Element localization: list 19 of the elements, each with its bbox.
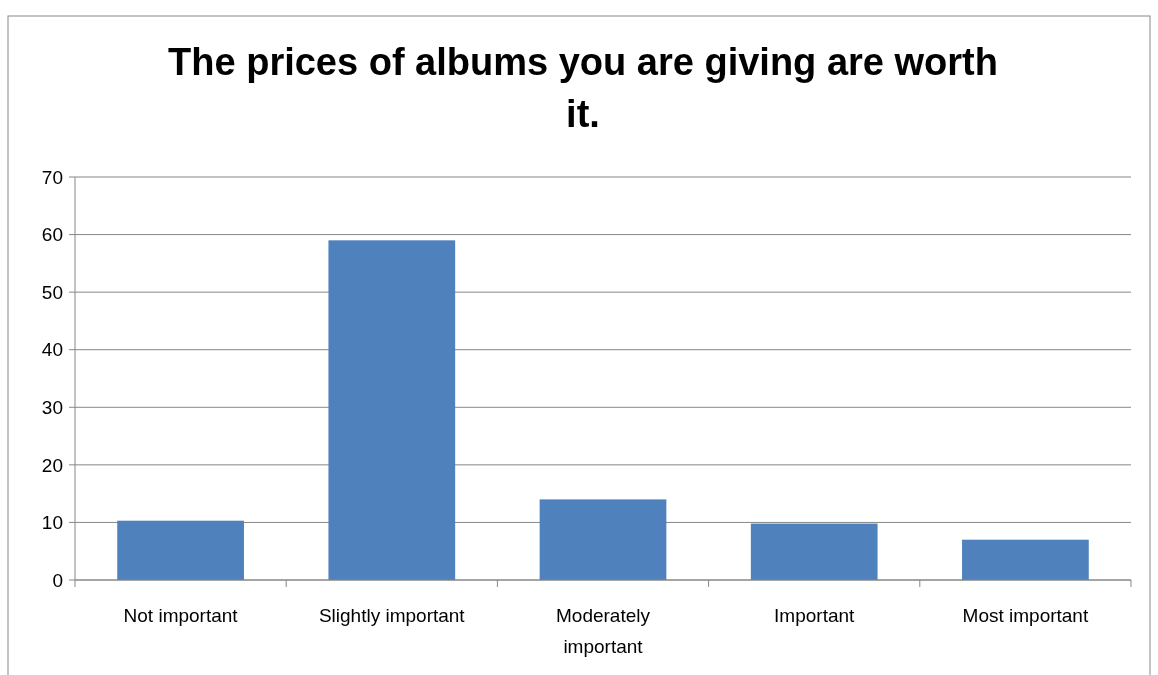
chart-title: The prices of albums you are giving are worth it.	[168, 41, 998, 135]
x-tick-label: Not important	[123, 605, 239, 626]
y-tick-label: 70	[41, 166, 63, 188]
bar	[962, 539, 1089, 580]
y-tick-label: 20	[41, 454, 63, 476]
y-tick-label: 10	[41, 512, 63, 534]
bar	[328, 240, 456, 580]
y-tick-label: 50	[41, 281, 63, 303]
y-tick-label: 60	[41, 224, 63, 246]
x-tick-label: Most important	[962, 605, 1089, 626]
y-tick-label: 40	[41, 339, 63, 361]
x-tick-label: Slightly important	[318, 605, 466, 626]
y-tick-label: 0	[52, 569, 63, 591]
y-tick-label: 30	[41, 396, 63, 418]
bar	[750, 523, 878, 580]
bar	[117, 520, 244, 580]
x-tick-label: Important	[774, 605, 856, 626]
x-tick-label: Moderately important	[556, 605, 651, 657]
bar	[539, 499, 667, 580]
